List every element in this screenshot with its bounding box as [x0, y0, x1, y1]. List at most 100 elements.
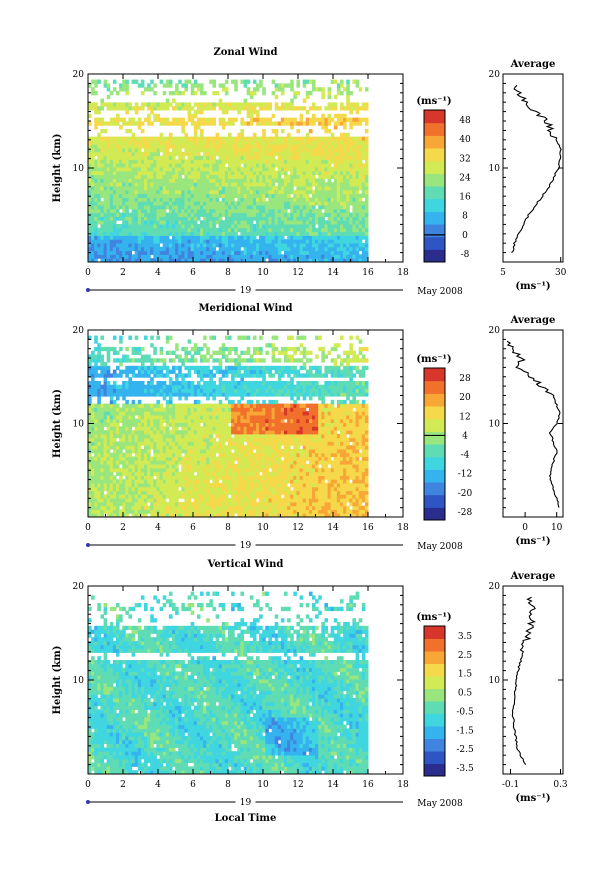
heatmap-cell [352, 197, 356, 202]
heatmap-cell [106, 201, 111, 206]
heatmap-cell [206, 151, 210, 157]
heatmap-cell [221, 102, 226, 107]
heatmap-cell [175, 243, 179, 248]
heatmap-cell [212, 220, 216, 225]
heatmap-cell [284, 140, 288, 145]
heatmap-cell [299, 151, 304, 157]
heatmap-cell [112, 243, 117, 248]
heatmap-cell [125, 129, 129, 134]
heatmap-cell [134, 441, 139, 446]
heatmap-cell [181, 373, 185, 378]
heatmap-cell [196, 110, 201, 115]
heatmap-cell [324, 151, 328, 157]
heatmap-cell [106, 494, 111, 499]
heatmap-cell [97, 167, 101, 172]
heatmap-cell [231, 227, 235, 233]
heatmap-cell [184, 197, 188, 202]
heatmap-cell [94, 513, 98, 518]
heatmap-cell [355, 140, 360, 145]
heatmap-cell [112, 235, 117, 240]
heatmap-cell [209, 148, 213, 153]
heatmap-cell [97, 449, 101, 454]
heatmap-cell [190, 170, 195, 176]
heatmap-cell [116, 388, 120, 393]
heatmap-cell [330, 212, 335, 217]
heatmap-cell [196, 422, 201, 427]
heatmap-cell [287, 83, 291, 88]
heatmap-cell [88, 159, 92, 164]
heatmap-cell [203, 186, 207, 191]
heatmap-cell [333, 113, 338, 119]
heatmap-cell [119, 433, 123, 439]
heatmap-cell [193, 441, 198, 446]
heatmap-cell [162, 498, 167, 503]
heatmap-cell [181, 362, 185, 367]
heatmap-cell [128, 144, 132, 149]
heatmap-cell [153, 140, 157, 145]
heatmap-cell [218, 136, 223, 141]
heatmap-cell [228, 212, 232, 217]
heatmap-cell [140, 456, 145, 461]
heatmap-cell [262, 254, 266, 259]
heatmap-cell [221, 125, 226, 130]
heatmap-cell [293, 174, 297, 179]
heatmap-cell [187, 201, 192, 206]
heatmap-cell [144, 201, 148, 206]
heatmap-cell [308, 163, 313, 168]
heatmap-cell [237, 140, 241, 145]
heatmap-cell [162, 441, 167, 446]
heatmap-cell [144, 411, 148, 416]
heatmap-cell [187, 239, 192, 244]
heatmap-cell [240, 224, 244, 229]
heatmap-cell [290, 182, 294, 187]
heatmap-cell [103, 136, 108, 141]
heatmap-cell [134, 197, 139, 202]
heatmap-cell [119, 163, 123, 168]
heatmap-cell [181, 437, 185, 442]
heatmap-cell [178, 396, 182, 401]
heatmap-cell [100, 392, 104, 397]
heatmap-cell [262, 243, 266, 248]
heatmap-cell [190, 415, 195, 420]
heatmap-cell [147, 254, 151, 259]
heatmap-cell [131, 231, 136, 236]
heatmap-cell [234, 83, 238, 88]
heatmap-cell [144, 483, 148, 488]
heatmap-cell [91, 159, 95, 164]
heatmap-cell [119, 125, 123, 130]
heatmap-cell [109, 509, 114, 514]
heatmap-cell [88, 140, 92, 145]
heatmap-cell [184, 396, 188, 401]
heatmap-cell [144, 475, 148, 480]
heatmap-cell [296, 148, 300, 153]
heatmap-cell [190, 212, 195, 217]
heatmap-cell [361, 151, 366, 157]
heatmap-cell [88, 151, 92, 157]
heatmap-cell [100, 201, 104, 206]
heatmap-cell [100, 98, 104, 103]
heatmap-cell [109, 456, 114, 461]
heatmap-cell [165, 148, 170, 153]
heatmap-cell [153, 445, 157, 450]
heatmap-cell [172, 490, 176, 495]
heatmap-cell [346, 148, 350, 153]
heatmap-cell [240, 151, 244, 157]
heatmap-cell [112, 411, 117, 416]
heatmap-cell [187, 388, 192, 393]
heatmap-cell [181, 227, 185, 233]
heatmap-cell [343, 159, 347, 164]
heatmap-cell [259, 117, 263, 122]
heatmap-cell [181, 411, 185, 416]
heatmap-cell [249, 186, 254, 191]
heatmap-cell [215, 102, 220, 107]
heatmap-cell [215, 231, 220, 236]
heatmap-cell [193, 250, 198, 255]
heatmap-cell [256, 102, 260, 107]
heatmap-cell [88, 102, 92, 107]
heatmap-cell [128, 231, 132, 236]
heatmap-cell [321, 167, 325, 172]
heatmap-cell [94, 110, 98, 115]
heatmap-cell [256, 178, 260, 183]
heatmap-cell [327, 205, 332, 210]
heatmap-cell [178, 456, 182, 461]
